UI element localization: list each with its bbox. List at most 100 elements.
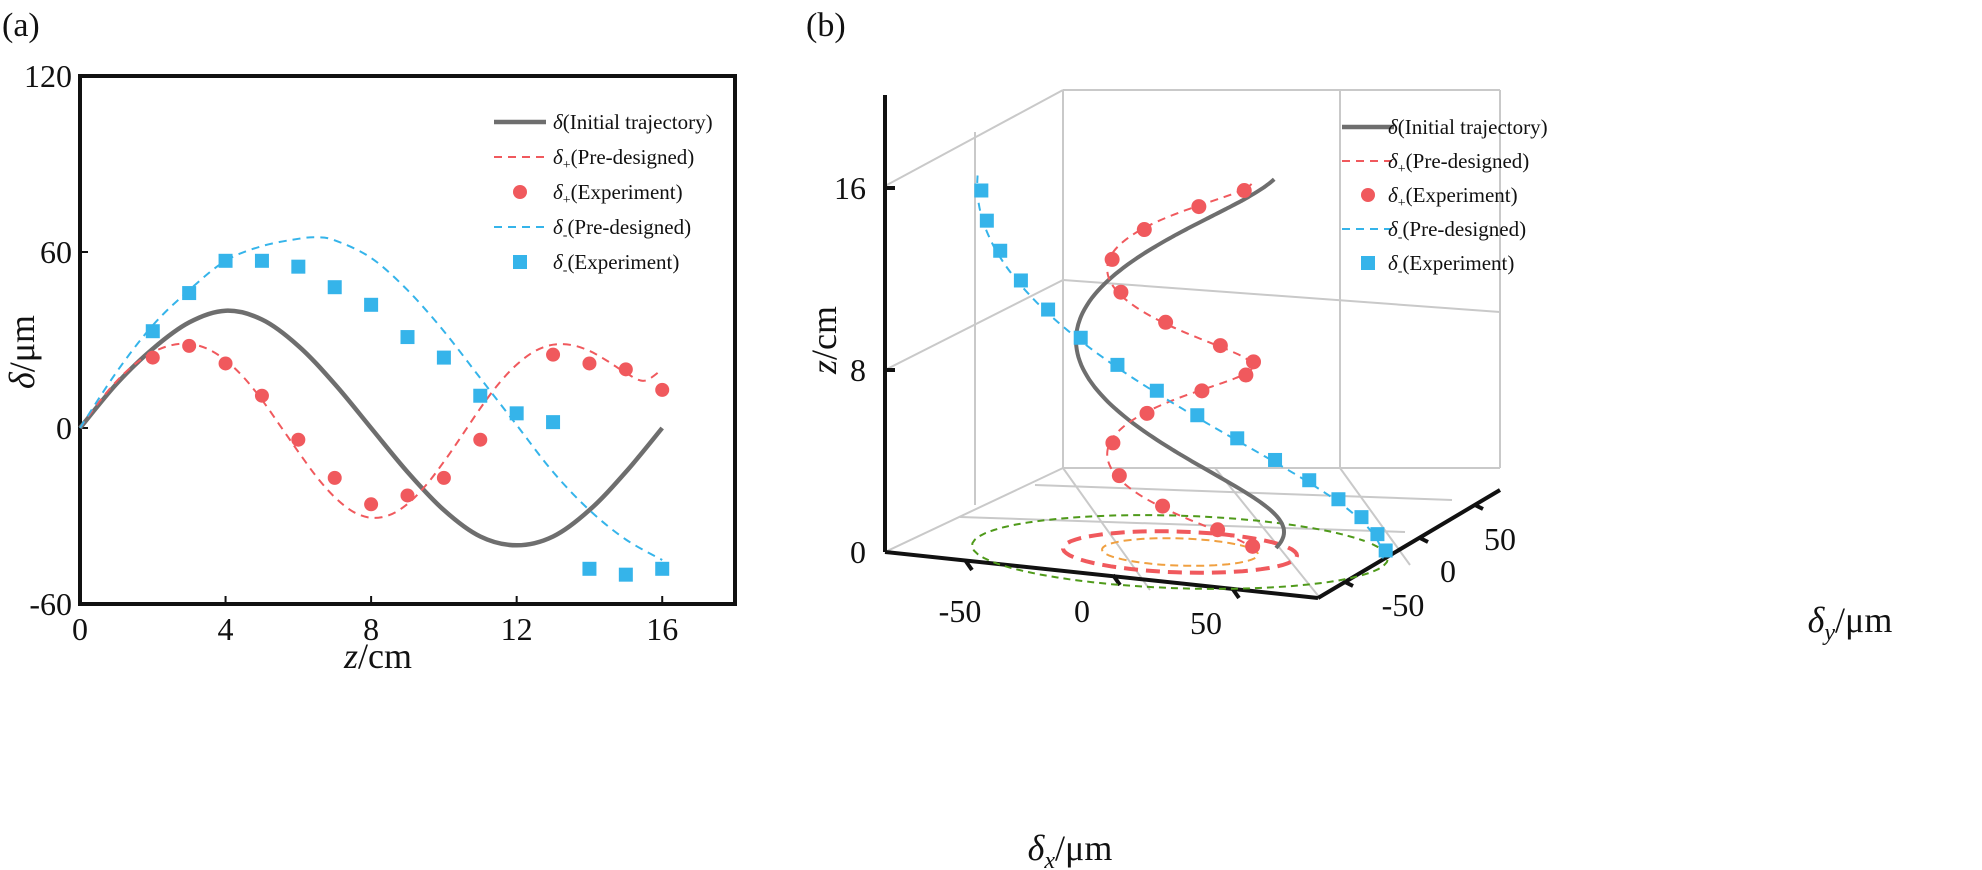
- b-floor-ring-middle: [1061, 529, 1300, 575]
- b-z-tick-label: 0: [850, 534, 866, 570]
- b-data-point-circle: [1139, 405, 1155, 421]
- a-data-point-square: [655, 561, 670, 576]
- b-data-point-circle: [1111, 468, 1127, 484]
- a-data-point-circle: [655, 382, 670, 397]
- panel-label-a: (a): [2, 7, 40, 44]
- a-legend: δ(Initial trajectory) δ+(Pre-designed) δ+(…: [494, 110, 713, 278]
- a-data-point-circle: [218, 356, 233, 371]
- b-data-point-circle: [1236, 183, 1252, 199]
- b-axis-ticks: -50 0 50 -50 0 50 0 8 16: [834, 170, 1516, 641]
- a-data-point-circle: [618, 362, 633, 377]
- b-series-plus-predesigned: [1106, 183, 1254, 554]
- b-data-point-square: [1230, 431, 1245, 446]
- b-data-point-square: [1149, 383, 1164, 398]
- b-data-point-square: [1268, 452, 1283, 467]
- a-y-axis-title: δ/μm: [2, 315, 42, 389]
- b-series-initial-line: [1073, 177, 1287, 550]
- b-data-point-circle: [1245, 538, 1261, 554]
- b-data-point-circle: [1136, 222, 1152, 238]
- a-x-tick-label: 0: [72, 611, 88, 647]
- b-floor-ring-inner: [1101, 537, 1260, 567]
- a-data-point-circle: [254, 388, 269, 403]
- a-y-tick-label: 120: [24, 58, 72, 94]
- a-y-tick-label: 60: [40, 234, 72, 270]
- b-data-point-circle: [1212, 338, 1228, 354]
- b-floor-ring-outer: [971, 514, 1390, 590]
- a-x-tick-label: 12: [501, 611, 533, 647]
- b-data-point-circle: [1158, 314, 1174, 330]
- b-z-tick-label: 8: [850, 352, 866, 388]
- legend-entry-label: δ(Initial trajectory): [553, 110, 713, 134]
- b-data-point-square: [1370, 527, 1385, 542]
- a-x-tick-label: 8: [363, 611, 379, 647]
- a-data-point-circle: [546, 347, 561, 362]
- a-data-point-circle: [400, 488, 415, 503]
- b-z-axis-title: z/cm: [804, 306, 844, 375]
- b-data-point-circle: [1191, 199, 1207, 215]
- b-3d-axes: [883, 95, 1502, 600]
- b-y-axis-title: δy/μm: [1808, 600, 1893, 646]
- a-data-point-square: [291, 259, 306, 274]
- legend-swatch-circle: [1361, 188, 1375, 202]
- b-3d-series: [971, 175, 1393, 590]
- a-x-tick-label: 4: [218, 611, 234, 647]
- a-series-predesigned-1: [79, 342, 663, 519]
- b-data-point-square: [1354, 510, 1369, 525]
- b-data-point-circle: [1105, 435, 1121, 451]
- a-y-tick-label: -60: [29, 586, 72, 622]
- legend-swatch-square: [1361, 256, 1375, 270]
- a-data-point-square: [473, 388, 488, 403]
- b-data-point-square: [1110, 357, 1125, 372]
- b-data-point-square: [1331, 492, 1346, 507]
- legend-swatch-square: [513, 255, 527, 269]
- a-data-point-circle: [145, 350, 160, 365]
- legend-entry-label: δ+(Experiment): [1388, 183, 1518, 211]
- a-data-point-square: [618, 567, 633, 582]
- legend-entry-label: δ-(Experiment): [553, 250, 679, 278]
- b-data-point-circle: [1194, 383, 1210, 399]
- b-data-point-square: [1073, 330, 1088, 345]
- a-series-initial-line: [78, 308, 664, 548]
- b-x-tick-label: 0: [1074, 593, 1090, 629]
- legend-entry-label: δ(Initial trajectory): [1388, 115, 1548, 139]
- a-data-point-square: [546, 415, 561, 430]
- b-y-tick-label: -50: [1382, 587, 1425, 623]
- a-data-point-circle: [436, 470, 451, 485]
- a-data-point-square: [436, 350, 451, 365]
- a-y-tick-label: 0: [56, 410, 72, 446]
- b-data-point-square: [979, 213, 994, 228]
- b-data-point-circle: [1104, 251, 1120, 267]
- a-data-point-square: [327, 280, 342, 295]
- a-data-point-square: [400, 330, 415, 345]
- b-legend: δ(Initial trajectory) δ+(Pre-designed) δ+(…: [1342, 115, 1548, 279]
- a-data-point-square: [254, 253, 269, 268]
- b-y-tick-label: 50: [1484, 521, 1516, 557]
- b-data-point-square: [993, 243, 1008, 258]
- a-x-tick-label: 16: [646, 611, 678, 647]
- panel-b-3d-chart: (b): [804, 7, 1892, 870]
- legend-entry-label: δ-(Experiment): [1388, 251, 1514, 279]
- plot-frame-a: [78, 74, 737, 606]
- b-data-point-circle: [1238, 367, 1254, 383]
- b-z-tick-label: 16: [834, 170, 866, 206]
- a-data-point-circle: [182, 338, 197, 353]
- b-data-point-circle: [1210, 522, 1226, 538]
- b-x-tick-label: 50: [1190, 605, 1222, 641]
- a-data-point-circle: [364, 497, 379, 512]
- b-data-point-square: [1190, 408, 1205, 423]
- b-x-axis-title: δx/μm: [1028, 828, 1113, 870]
- a-data-point-square: [182, 286, 197, 301]
- a-data-point-circle: [473, 432, 488, 447]
- a-data-point-circle: [582, 356, 597, 371]
- a-data-point-square: [364, 297, 379, 312]
- legend-entry-label: δ+(Pre-designed): [1388, 149, 1529, 177]
- b-data-point-square: [1041, 302, 1056, 317]
- b-data-point-square: [1013, 273, 1028, 288]
- legend-entry-label: δ+(Pre-designed): [553, 145, 694, 173]
- a-data-point-square: [582, 561, 597, 576]
- b-x-tick-label: -50: [939, 593, 982, 629]
- b-data-point-square: [1302, 473, 1317, 488]
- a-series-group: [78, 236, 670, 582]
